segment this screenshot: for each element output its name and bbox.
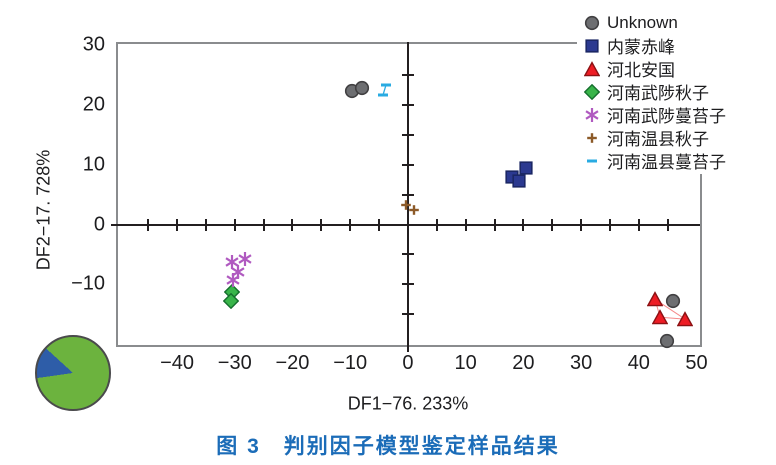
plot-border-bottom [116,345,702,347]
scatter-marker-circle [665,293,681,309]
y-minor-tick [401,103,414,106]
scatter-marker-triangle [646,291,663,307]
scatter-marker-diamond [222,293,239,310]
scatter-marker-plus [406,202,422,218]
x-minor-tick [262,218,265,231]
plus-icon [577,130,607,146]
y-minor-tick [401,193,414,196]
scatter-marker-circle [354,80,370,96]
x-tick-label: 30 [569,352,593,374]
x-tick-label: 40 [627,352,650,374]
x-tick-label: 0 [402,352,414,374]
diamond-icon [577,83,607,100]
legend-item: 河北安国 [577,57,776,80]
scatter-marker-triangle [676,311,693,327]
x-tick-label: −30 [217,352,252,374]
x-minor-tick [608,218,611,231]
asterisk-icon [577,107,607,123]
legend-label: 河南武陟秋子 [607,84,709,103]
legend-item: 河南温县秋子 [577,126,776,149]
x-tick-label: 10 [454,352,477,374]
legend-label: Unknown [607,12,678,32]
plot-border-top [116,42,580,44]
x-tick-label: 20 [512,352,535,374]
scatter-marker-dash [375,87,391,103]
x-tick-label: −40 [160,352,194,374]
legend: Unknown 内蒙赤峰河北安国河南武陟秋子 河南武陟蔓苔子 河南温县秋子 河南温县蔓苔… [577,11,776,172]
x-minor-tick [580,218,583,231]
x-minor-tick [666,218,669,231]
x-axis-label: DF1−76. 233% [347,393,469,414]
legend-label: 河南温县蔓苔子 [607,153,726,172]
x-minor-tick [464,218,467,231]
scatter-marker-asterisk [237,251,253,267]
x-minor-tick [233,218,236,231]
plot-border-left [116,42,118,347]
scatter-marker-dash [378,77,394,93]
legend-label: 河南温县秋子 [607,130,709,149]
scatter-marker-circle [659,333,675,349]
figure-caption: 图 3 判别因子模型鉴定样品结果 [216,435,560,458]
scatter-marker-triangle [652,309,669,325]
x-tick-label: 50 [685,352,708,374]
y-minor-tick [401,133,414,136]
x-minor-tick [551,218,554,231]
y-tick-label: 10 [82,153,105,176]
triangle-icon [577,60,607,77]
scatter-marker-plus [398,197,414,213]
legend-label: 河南武陟蔓苔子 [607,107,726,126]
x-minor-tick [176,218,179,231]
interior-y-axis [406,42,409,352]
y-tick-label: 20 [82,93,105,116]
circle-icon [577,15,607,31]
x-tick-label: −20 [275,352,310,374]
inset-pie-chart [35,335,111,411]
legend-item: 河南武陟秋子 [577,80,776,103]
legend-item: 内蒙赤峰 [577,34,776,57]
legend-item: 河南温县蔓苔子 [577,149,776,172]
y-minor-tick [401,283,414,286]
x-minor-tick [349,218,352,231]
y-minor-tick [401,313,414,316]
scatter-marker-square [511,173,527,189]
x-minor-tick [637,218,640,231]
x-minor-tick [291,218,294,231]
plot-border-right [700,174,702,347]
legend-item: Unknown [577,11,776,34]
y-minor-tick [401,253,414,256]
y-tick-label: −10 [71,272,105,295]
y-axis-label: DF2−17. 728% [33,149,54,271]
interior-x-axis [111,223,700,226]
x-minor-tick [147,218,150,231]
x-minor-tick [204,218,207,231]
x-tick-label: −10 [333,352,368,374]
y-tick-label: 0 [93,213,105,236]
x-minor-tick [435,218,438,231]
y-tick-label: 30 [82,33,105,56]
legend-label: 内蒙赤峰 [607,38,675,57]
legend-label: 河北安国 [607,61,675,80]
legend-item: 河南武陟蔓苔子 [577,103,776,126]
x-minor-tick [522,218,525,231]
x-minor-tick [378,218,381,231]
x-minor-tick [320,218,323,231]
dash-icon [577,153,607,169]
scatter-marker-asterisk [225,272,241,288]
square-icon [577,38,607,54]
y-minor-tick [401,163,414,166]
plot-area [111,42,700,352]
y-minor-tick [401,73,414,76]
x-minor-tick [493,218,496,231]
scatter-marker-asterisk [224,254,240,270]
scatter-marker-square [518,160,534,176]
